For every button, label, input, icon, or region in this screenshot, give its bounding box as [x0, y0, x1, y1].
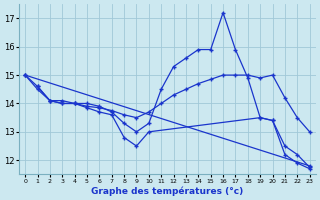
X-axis label: Graphe des températures (°c): Graphe des températures (°c) — [91, 186, 244, 196]
